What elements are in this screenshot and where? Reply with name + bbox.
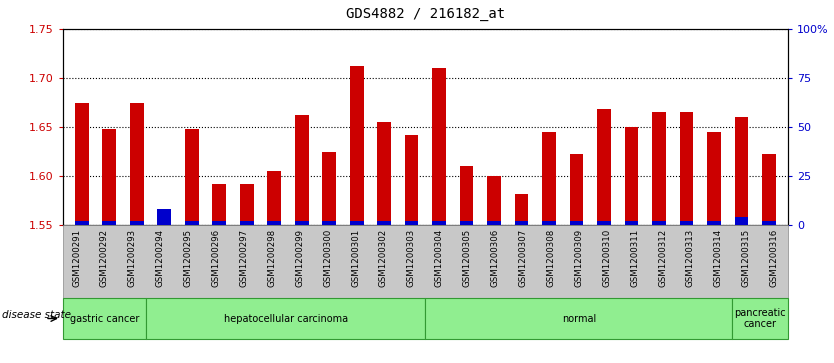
Bar bbox=[487, 221, 501, 225]
Bar bbox=[294, 221, 309, 225]
Bar bbox=[130, 221, 143, 225]
Bar bbox=[404, 135, 419, 225]
Bar bbox=[240, 184, 254, 225]
Text: GSM1200316: GSM1200316 bbox=[770, 229, 779, 287]
Bar bbox=[762, 221, 776, 225]
Bar bbox=[377, 122, 391, 225]
Text: GSM1200315: GSM1200315 bbox=[741, 229, 751, 287]
Text: GSM1200293: GSM1200293 bbox=[128, 229, 137, 287]
Text: GSM1200311: GSM1200311 bbox=[631, 229, 639, 287]
Text: GSM1200292: GSM1200292 bbox=[100, 229, 109, 287]
Bar bbox=[130, 102, 143, 225]
Bar bbox=[432, 68, 446, 225]
Bar bbox=[680, 221, 693, 225]
Text: GSM1200302: GSM1200302 bbox=[379, 229, 388, 287]
Bar bbox=[570, 155, 583, 225]
Bar bbox=[349, 221, 364, 225]
Text: GSM1200307: GSM1200307 bbox=[519, 229, 528, 287]
Text: normal: normal bbox=[562, 314, 596, 323]
Text: GSM1200308: GSM1200308 bbox=[546, 229, 555, 287]
Bar bbox=[735, 217, 748, 225]
Bar bbox=[322, 151, 336, 225]
Bar bbox=[349, 66, 364, 225]
Text: GSM1200313: GSM1200313 bbox=[686, 229, 695, 287]
Bar bbox=[570, 221, 583, 225]
Bar bbox=[432, 221, 446, 225]
Bar bbox=[515, 194, 529, 225]
Bar bbox=[213, 221, 226, 225]
Bar bbox=[268, 221, 281, 225]
Text: GSM1200312: GSM1200312 bbox=[658, 229, 667, 287]
Bar bbox=[542, 221, 556, 225]
Bar bbox=[515, 221, 529, 225]
Bar bbox=[75, 102, 88, 225]
Text: GSM1200294: GSM1200294 bbox=[156, 229, 165, 287]
Bar bbox=[294, 115, 309, 225]
Bar bbox=[322, 221, 336, 225]
Text: GSM1200305: GSM1200305 bbox=[463, 229, 472, 287]
Bar bbox=[268, 171, 281, 225]
Bar bbox=[542, 132, 556, 225]
Text: GSM1200309: GSM1200309 bbox=[575, 229, 583, 287]
Bar bbox=[762, 155, 776, 225]
Text: GSM1200303: GSM1200303 bbox=[407, 229, 416, 287]
Bar bbox=[75, 221, 88, 225]
Bar bbox=[597, 221, 610, 225]
Bar bbox=[460, 221, 474, 225]
Text: disease state: disease state bbox=[2, 310, 71, 320]
Bar bbox=[158, 220, 171, 225]
Bar bbox=[652, 221, 666, 225]
Bar bbox=[103, 129, 116, 225]
Bar bbox=[487, 176, 501, 225]
Bar bbox=[377, 221, 391, 225]
Bar bbox=[213, 184, 226, 225]
Bar bbox=[707, 132, 721, 225]
Bar bbox=[185, 221, 198, 225]
Bar bbox=[185, 129, 198, 225]
Bar bbox=[158, 209, 171, 225]
Bar bbox=[597, 109, 610, 225]
Text: GSM1200310: GSM1200310 bbox=[602, 229, 611, 287]
Text: GSM1200291: GSM1200291 bbox=[72, 229, 81, 287]
Text: GSM1200299: GSM1200299 bbox=[295, 229, 304, 287]
Text: GSM1200298: GSM1200298 bbox=[268, 229, 276, 287]
Text: hepatocellular carcinoma: hepatocellular carcinoma bbox=[224, 314, 348, 323]
Text: pancreatic
cancer: pancreatic cancer bbox=[735, 308, 786, 329]
Bar bbox=[625, 127, 638, 225]
Bar bbox=[404, 221, 419, 225]
Bar bbox=[460, 166, 474, 225]
Text: ■: ■ bbox=[63, 362, 74, 363]
Bar bbox=[735, 117, 748, 225]
Bar bbox=[103, 221, 116, 225]
Bar bbox=[652, 112, 666, 225]
Text: GSM1200295: GSM1200295 bbox=[183, 229, 193, 287]
Text: GSM1200300: GSM1200300 bbox=[323, 229, 332, 287]
Text: gastric cancer: gastric cancer bbox=[70, 314, 139, 323]
Text: GSM1200301: GSM1200301 bbox=[351, 229, 360, 287]
Text: GSM1200306: GSM1200306 bbox=[490, 229, 500, 287]
Bar bbox=[707, 221, 721, 225]
Text: GSM1200304: GSM1200304 bbox=[435, 229, 444, 287]
Bar bbox=[625, 221, 638, 225]
Text: GSM1200296: GSM1200296 bbox=[212, 229, 220, 287]
Bar bbox=[240, 221, 254, 225]
Text: GSM1200297: GSM1200297 bbox=[239, 229, 249, 287]
Bar bbox=[680, 112, 693, 225]
Text: GDS4882 / 216182_at: GDS4882 / 216182_at bbox=[346, 7, 505, 21]
Text: GSM1200314: GSM1200314 bbox=[714, 229, 723, 287]
